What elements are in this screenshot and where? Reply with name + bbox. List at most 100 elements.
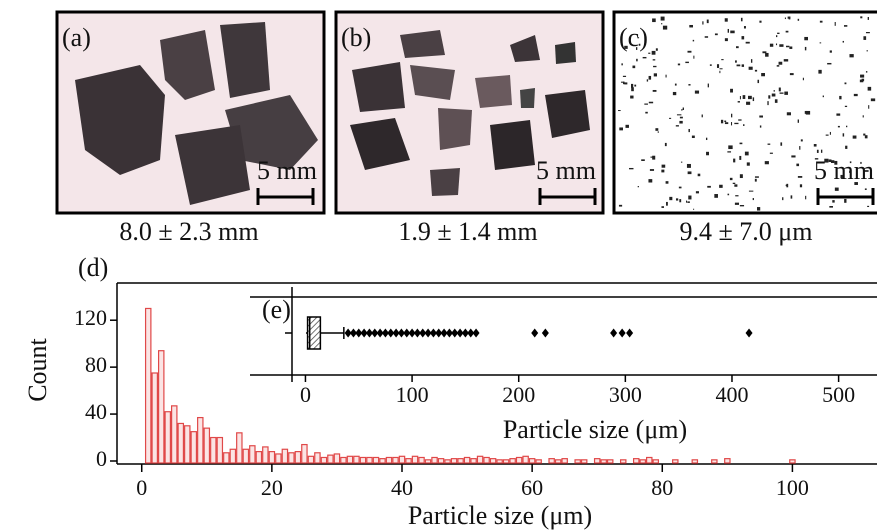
bar	[574, 459, 581, 464]
bar	[606, 459, 614, 464]
speck	[625, 124, 629, 128]
speck	[814, 158, 819, 160]
speck	[789, 73, 794, 76]
speck	[839, 95, 842, 100]
speck	[745, 41, 750, 44]
bar	[223, 452, 230, 464]
speck	[805, 195, 807, 200]
y-tick-label: 80	[85, 352, 107, 377]
bar	[593, 458, 601, 464]
speck	[846, 125, 848, 128]
speck	[653, 73, 657, 77]
speck	[704, 36, 709, 38]
bar	[535, 459, 542, 464]
speck	[796, 163, 800, 167]
speck	[619, 127, 623, 131]
speck	[719, 70, 721, 74]
speck	[687, 171, 692, 175]
speck	[692, 39, 695, 42]
speck	[870, 98, 876, 102]
speck	[720, 119, 724, 124]
panel-caption: 1.9 ± 1.4 mm	[398, 217, 537, 246]
speck	[655, 128, 659, 131]
bar	[457, 458, 464, 464]
bar	[554, 459, 562, 464]
speck	[664, 142, 667, 147]
speck	[784, 17, 786, 20]
speck	[648, 75, 652, 80]
bar	[255, 451, 263, 464]
speck	[648, 52, 651, 54]
bar	[470, 458, 477, 464]
speck	[844, 105, 848, 108]
speck	[622, 81, 625, 85]
speck	[714, 194, 718, 198]
speck	[649, 169, 655, 171]
speck	[762, 51, 767, 54]
speck	[688, 84, 691, 86]
speck	[676, 114, 682, 116]
speck	[836, 113, 841, 116]
x-tick-label: 200	[502, 382, 535, 407]
speck	[785, 184, 788, 187]
outlier	[461, 328, 469, 338]
speck	[697, 173, 701, 177]
speck	[669, 117, 672, 119]
speck	[679, 120, 683, 124]
outlier	[435, 328, 443, 338]
speck	[629, 167, 634, 170]
y-tick-label: 40	[85, 399, 107, 424]
speck	[730, 122, 733, 126]
x-axis-label: Particle size (μm)	[503, 415, 687, 444]
speck	[734, 202, 739, 205]
panel-label: (e)	[262, 295, 291, 324]
speck	[735, 195, 739, 197]
speck	[784, 91, 788, 95]
x-tick-label: 500	[822, 382, 855, 407]
speck	[767, 101, 769, 106]
speck	[748, 95, 752, 100]
bar	[359, 456, 367, 464]
outlier	[413, 328, 421, 338]
bar	[385, 456, 393, 464]
panel-label: (c)	[619, 23, 648, 52]
speck	[637, 37, 640, 39]
speck	[782, 197, 784, 201]
x-tick-label: 300	[609, 382, 642, 407]
speck	[764, 161, 769, 165]
speck	[732, 182, 736, 184]
x-tick-label: 0	[136, 475, 147, 500]
outlier	[360, 328, 368, 338]
bar	[392, 456, 399, 464]
speck	[624, 45, 628, 49]
outlier	[445, 328, 453, 338]
speck	[805, 110, 811, 115]
speck	[867, 86, 872, 91]
speck	[756, 207, 761, 211]
speck	[852, 135, 857, 139]
speck	[661, 169, 665, 173]
bar	[275, 453, 282, 464]
photo-a	[55, 10, 326, 215]
speck	[768, 95, 771, 99]
speck	[652, 18, 656, 23]
speck	[730, 88, 733, 93]
speck	[681, 109, 683, 111]
speck	[867, 205, 870, 208]
speck	[864, 135, 868, 139]
scale-bars	[256, 188, 875, 205]
outlier	[408, 328, 416, 338]
speck	[707, 83, 709, 88]
speck	[864, 170, 869, 172]
speck	[622, 75, 627, 77]
speck	[661, 206, 665, 208]
bar	[307, 455, 315, 464]
speck	[630, 83, 634, 88]
speck	[804, 110, 807, 114]
outlier	[451, 328, 459, 338]
box	[306, 316, 322, 350]
x-tick-label: 100	[776, 475, 809, 500]
speck	[675, 125, 679, 127]
bar	[476, 455, 484, 464]
